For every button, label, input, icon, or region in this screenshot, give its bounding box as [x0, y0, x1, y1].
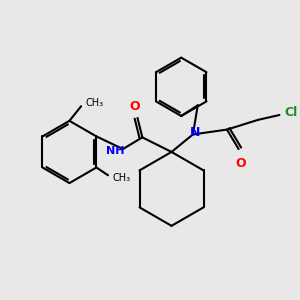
- Text: CH₃: CH₃: [113, 173, 131, 183]
- Text: N: N: [190, 126, 200, 139]
- Text: O: O: [129, 100, 140, 113]
- Text: NH: NH: [106, 146, 124, 156]
- Text: CH₃: CH₃: [86, 98, 104, 108]
- Text: Cl: Cl: [284, 106, 298, 118]
- Text: O: O: [235, 157, 246, 170]
